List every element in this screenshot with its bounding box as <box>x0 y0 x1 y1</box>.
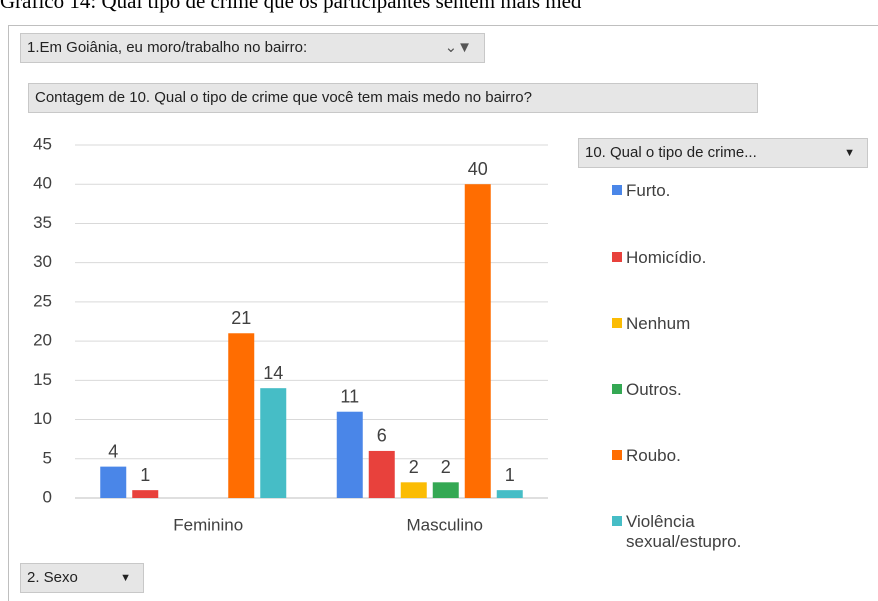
y-tick-label: 45 <box>33 134 52 153</box>
legend-entry: Homicídio. <box>612 248 812 268</box>
y-tick-label: 0 <box>43 487 52 506</box>
legend-entry: Violência sexual/estupro. <box>612 512 812 552</box>
data-label: 1 <box>505 465 515 485</box>
data-label: 40 <box>468 159 488 179</box>
y-tick-label: 35 <box>33 213 52 232</box>
legend-entry: Outros. <box>612 380 812 400</box>
data-label: 2 <box>441 457 451 477</box>
legend-entry: Nenhum <box>612 314 812 334</box>
legend-label: Nenhum <box>626 314 691 333</box>
y-tick-label: 25 <box>33 291 52 310</box>
data-label: 1 <box>140 465 150 485</box>
bar <box>432 482 459 498</box>
bar <box>132 490 159 498</box>
caption: Gráfico 14: Qual tipo de crime que os pa… <box>0 0 582 13</box>
axis-field[interactable]: 2. Sexo ▼ <box>20 563 144 593</box>
legend-swatch <box>612 516 622 526</box>
data-label: 4 <box>108 441 118 461</box>
data-label: 14 <box>263 363 283 383</box>
dropdown-icon: ▼ <box>120 572 131 584</box>
legend-swatch <box>612 252 622 262</box>
legend-entry: Furto. <box>612 181 812 201</box>
legend-swatch <box>612 318 622 328</box>
page-filter[interactable]: 1.Em Goiânia, eu moro/trabalho no bairro… <box>20 33 485 63</box>
y-tick-label: 15 <box>33 370 52 389</box>
chart-frame <box>8 25 878 601</box>
bar <box>496 490 523 498</box>
data-label: 21 <box>231 308 251 328</box>
legend-label: Homicídio. <box>626 248 707 267</box>
legend-swatch <box>612 384 622 394</box>
bar <box>400 482 427 498</box>
legend-entry: Roubo. <box>612 446 812 466</box>
legend-label: Roubo. <box>626 446 681 465</box>
y-tick-label: 20 <box>33 331 52 350</box>
axis-field-label: 2. Sexo <box>27 569 78 586</box>
bar <box>464 184 491 498</box>
x-tick-label: Feminino <box>173 515 243 534</box>
y-tick-label: 40 <box>33 174 52 193</box>
bar <box>336 411 363 498</box>
legend-swatch <box>612 450 622 460</box>
legend-field-label: 10. Qual o tipo de crime... <box>585 144 757 161</box>
legend-label: Furto. <box>626 181 671 200</box>
dropdown-icon: ▼ <box>844 147 855 159</box>
filter-icon: ⌄▼ <box>444 39 472 56</box>
data-label: 11 <box>340 386 359 406</box>
y-tick-label: 10 <box>33 409 52 428</box>
value-field[interactable]: Contagem de 10. Qual o tipo de crime que… <box>28 83 758 113</box>
bar <box>228 333 255 498</box>
legend-label: Violência sexual/estupro. <box>626 512 742 551</box>
page-filter-label: 1.Em Goiânia, eu moro/trabalho no bairro… <box>27 39 308 56</box>
legend-swatch <box>612 185 622 195</box>
data-label: 6 <box>377 426 387 446</box>
bar <box>260 388 287 498</box>
x-tick-label: Masculino <box>406 515 483 534</box>
y-tick-label: 5 <box>43 448 52 467</box>
y-tick-label: 30 <box>33 252 52 271</box>
bar <box>368 450 395 498</box>
data-label: 2 <box>409 457 419 477</box>
legend-field[interactable]: 10. Qual o tipo de crime... ▼ <box>578 138 868 168</box>
legend-label: Outros. <box>626 380 682 399</box>
bar <box>100 466 127 498</box>
